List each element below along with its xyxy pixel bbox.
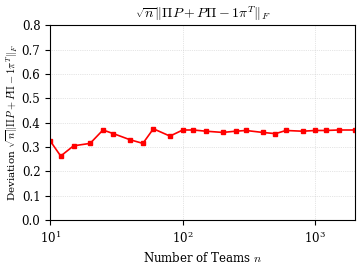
- Y-axis label: Deviation $\sqrt{n}\|\Pi P + P\Pi - \mathbf{1}\pi^T\|_F$: Deviation $\sqrt{n}\|\Pi P + P\Pi - \mat…: [5, 44, 21, 201]
- X-axis label: Number of Teams $n$: Number of Teams $n$: [143, 251, 262, 265]
- Title: $\sqrt{n}\|\Pi P + P\Pi - \mathbf{1}\pi^T\|_F$: $\sqrt{n}\|\Pi P + P\Pi - \mathbf{1}\pi^…: [135, 5, 271, 23]
